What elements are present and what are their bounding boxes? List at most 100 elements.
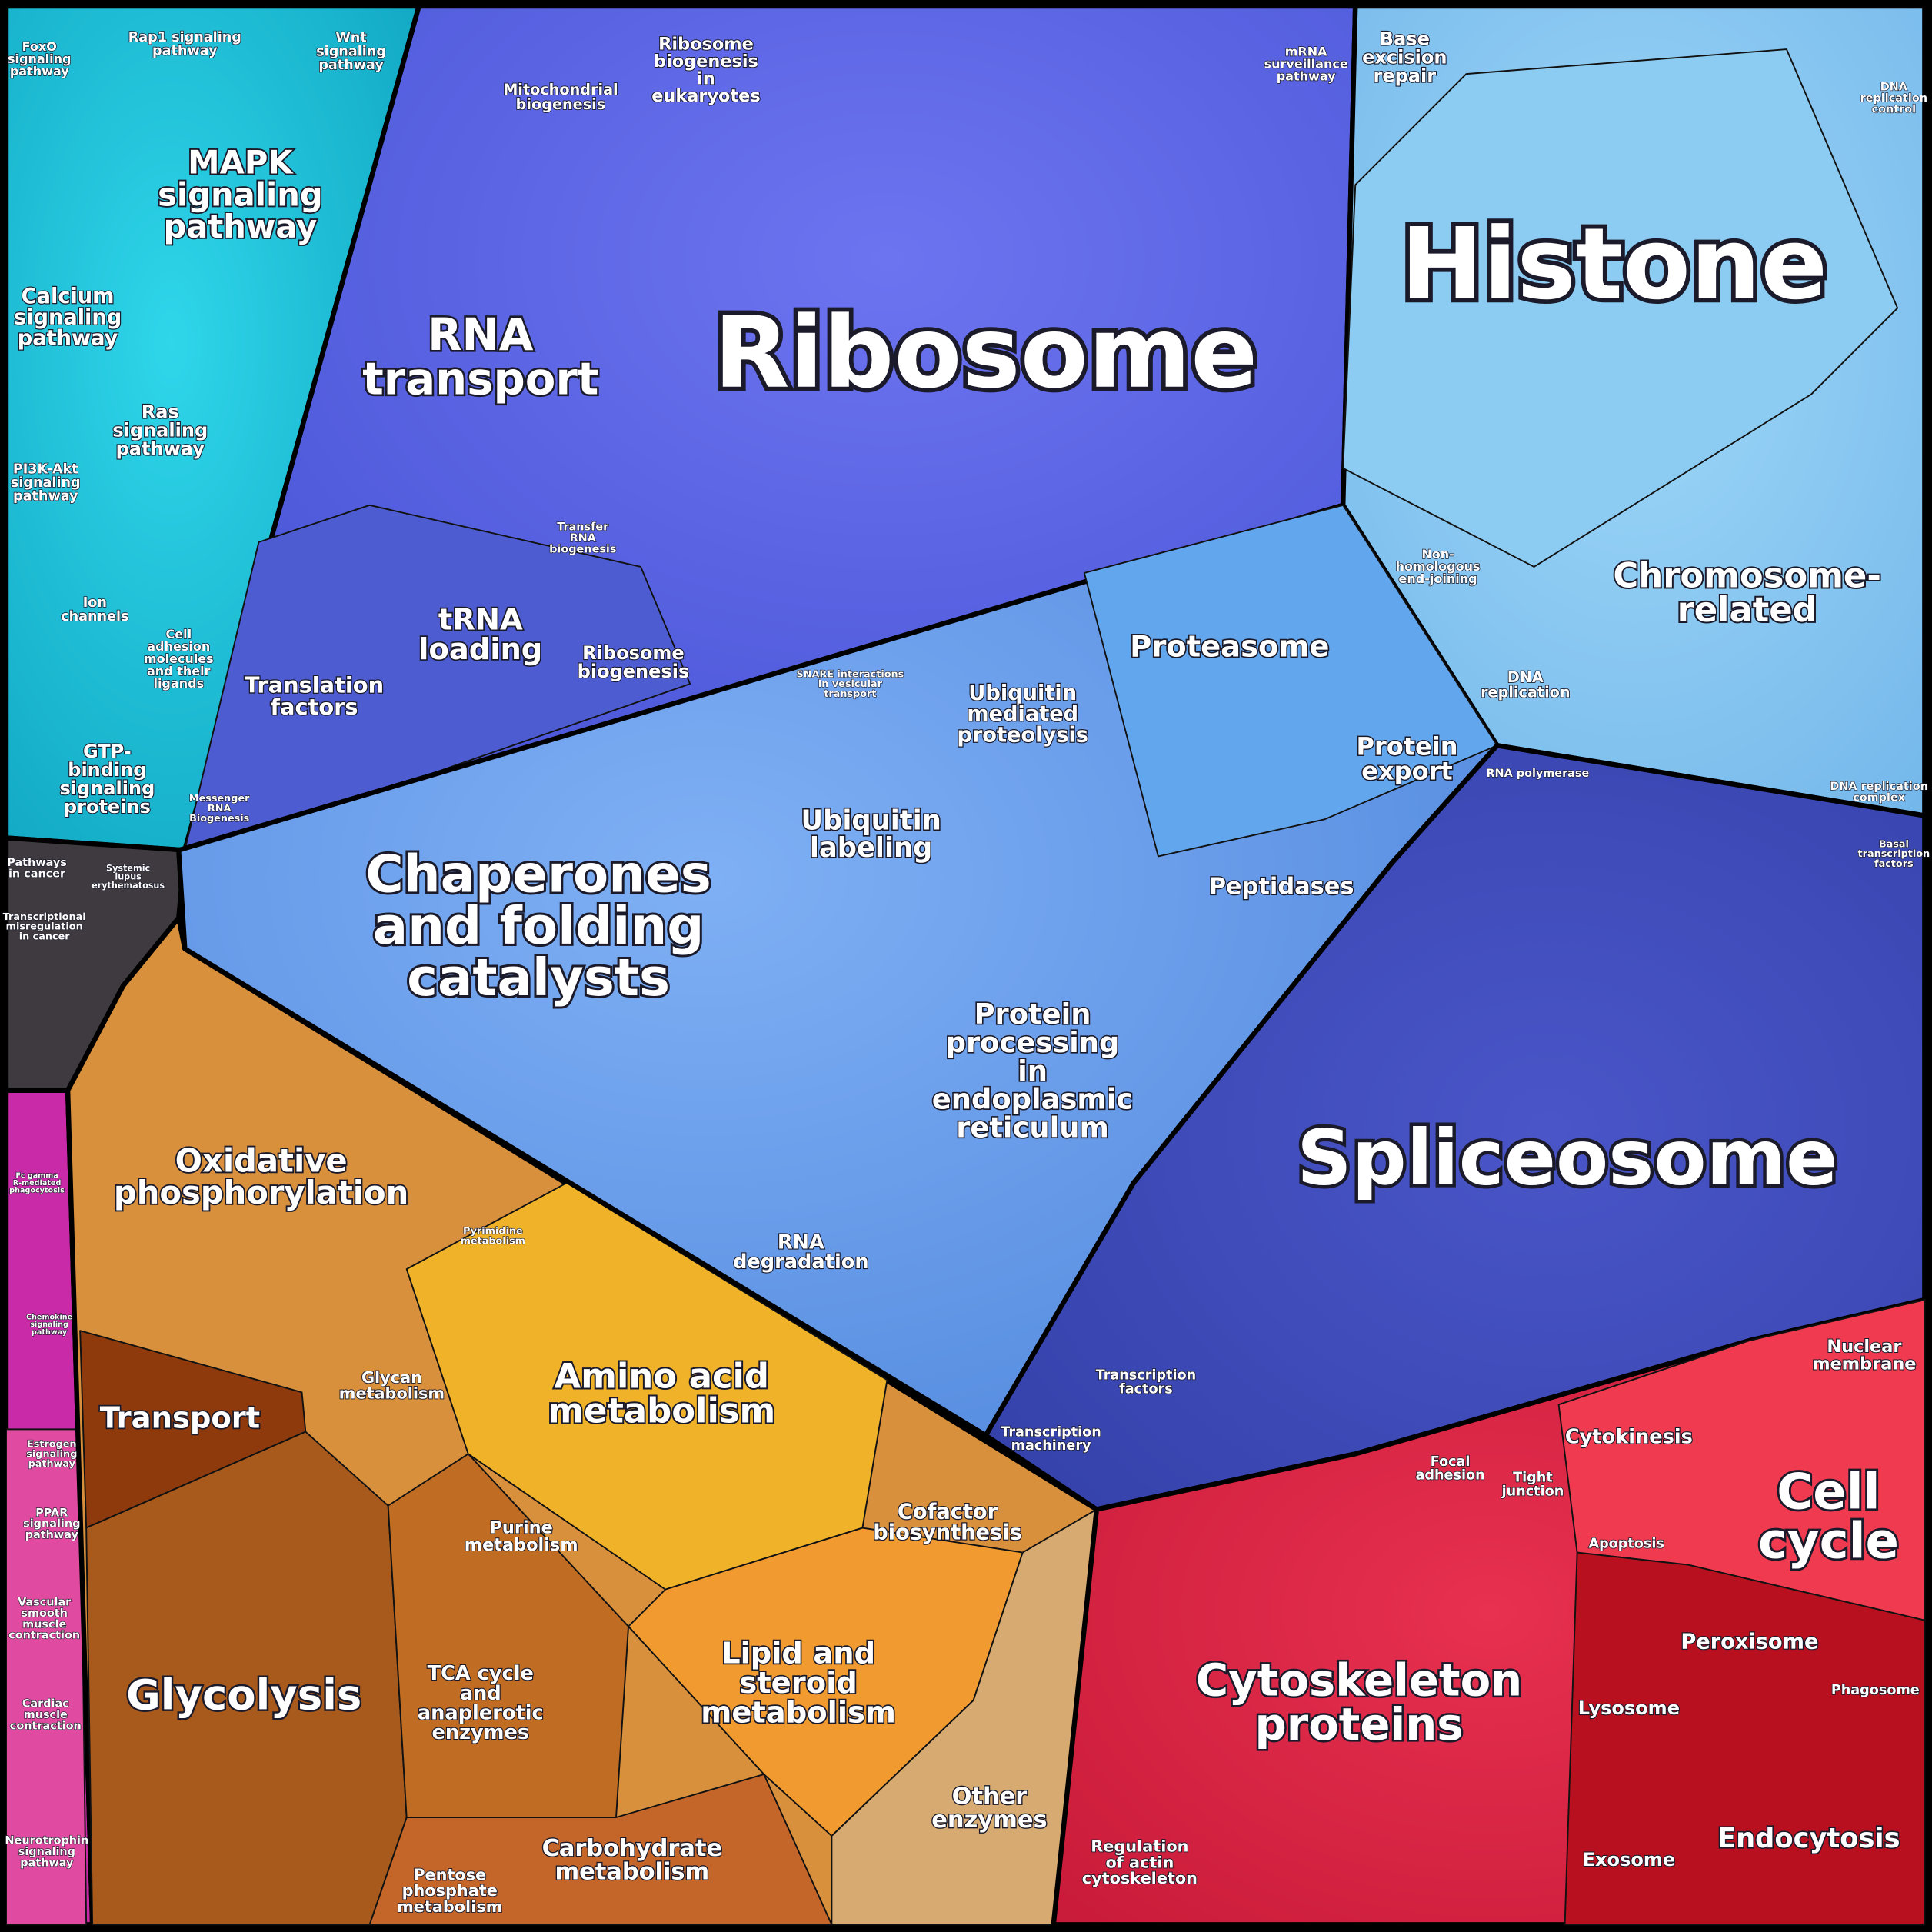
region-label: Cell cycle: [1758, 1464, 1899, 1570]
label-line: surveillance: [1264, 56, 1348, 71]
label-line: Pyrimidine: [463, 1225, 523, 1237]
region-label: Amino acid metabolism: [548, 1356, 775, 1431]
label-line: and folding: [373, 895, 705, 955]
region-label: Cytoskeleton proteins: [1196, 1654, 1522, 1750]
region-label: Basal transcription factors: [1858, 838, 1930, 870]
label-line: Basal: [1879, 838, 1909, 850]
label-line: metabolism: [548, 1391, 775, 1431]
label-line: control: [1872, 104, 1917, 116]
label-line: adhesion: [1416, 1467, 1485, 1483]
label-line: Lysosome: [1578, 1697, 1680, 1719]
label-line: Transcription: [1096, 1368, 1197, 1384]
label-line: lupus: [115, 872, 142, 882]
label-line: Peptidases: [1209, 873, 1354, 900]
label-line: Cell: [1777, 1464, 1880, 1521]
region-label: Exosome: [1583, 1849, 1676, 1870]
region-label: FoxO signaling pathway: [8, 38, 72, 78]
region-label: Peptidases: [1209, 873, 1354, 900]
region-label: RNA polymerase: [1486, 768, 1589, 780]
histone-core: [1342, 48, 1899, 568]
region-label: Glycan metabolism: [339, 1368, 445, 1403]
region-label: SNARE interactions in vesicular transport: [797, 668, 904, 700]
label-line: Cardiac: [22, 1698, 69, 1710]
region-label: DNA replication: [1481, 668, 1570, 701]
label-line: Spliceosome: [1297, 1114, 1837, 1203]
label-line: TCA cycle: [428, 1662, 534, 1685]
label-line: Proteasome: [1130, 629, 1329, 664]
label-line: phagocytosis: [9, 1187, 65, 1195]
label-line: Ubiquitin: [968, 681, 1077, 705]
region-label: Chaperones and folding catalysts: [365, 844, 711, 1008]
label-line: Protein: [1356, 731, 1457, 761]
label-line: signaling: [23, 1518, 80, 1531]
region-label: DNA replication complex: [1830, 781, 1927, 804]
label-line: Nuclear: [1827, 1337, 1901, 1357]
label-line: Vascular: [18, 1596, 72, 1608]
label-line: enzymes: [931, 1807, 1047, 1834]
label-line: cycle: [1758, 1513, 1899, 1570]
label-line: Chemokine: [26, 1314, 73, 1322]
region-label: Protein processing in endoplasmic reticulum: [932, 998, 1133, 1144]
label-line: end-joining: [1399, 571, 1477, 585]
label-line: Systemic: [106, 863, 150, 873]
label-line: Cell: [165, 627, 192, 641]
label-line: metabolism: [461, 1235, 525, 1247]
label-line: pathway: [318, 58, 384, 73]
label-line: membrane: [1812, 1354, 1916, 1374]
label-line: PPAR: [35, 1507, 68, 1519]
label-line: metabolism: [339, 1384, 445, 1403]
label-line: degradation: [733, 1251, 869, 1274]
region-label: Peroxisome: [1681, 1630, 1818, 1654]
label-line: factors: [270, 694, 358, 720]
label-line: MAPK: [188, 144, 294, 182]
region-label: RNA degradation: [733, 1231, 869, 1274]
label-line: Purine: [490, 1517, 553, 1537]
label-line: Ras: [142, 401, 179, 423]
region-label: Calcium signaling pathway: [14, 285, 122, 350]
region-label: Ribosome biogenesis: [578, 642, 690, 682]
label-line: cytoskeleton: [1082, 1869, 1198, 1887]
label-line: eukaryotes: [651, 85, 760, 105]
label-line: biogenesis: [654, 52, 758, 72]
region-label: Cytokinesis: [1565, 1426, 1693, 1449]
label-line: Rap1 signaling: [128, 30, 242, 45]
region-label: Carbohydrate metabolism: [542, 1834, 723, 1884]
region-label: Oxidative phosphorylation: [114, 1141, 408, 1211]
region-label: Rap1 signaling pathway: [128, 30, 242, 59]
label-line: RNA: [428, 308, 534, 361]
label-line: in cancer: [19, 931, 71, 942]
label-line: Cytokinesis: [1565, 1426, 1693, 1449]
region-label: Histone: [1401, 208, 1827, 322]
label-line: Peroxisome: [1681, 1630, 1818, 1654]
region-label: Messenger RNA Biogenesis: [189, 793, 250, 824]
label-line: processing: [946, 1025, 1120, 1058]
organelle-region: [1564, 1551, 1926, 1926]
region-label: Lipid and steroid metabolism: [701, 1636, 896, 1730]
label-line: metabolism: [465, 1534, 578, 1554]
region-label: Vascular smooth muscle contraction: [8, 1596, 80, 1641]
label-line: Histone: [1401, 208, 1827, 322]
label-line: metabolism: [701, 1695, 896, 1730]
label-line: pathway: [18, 326, 118, 350]
label-line: Chromosome-: [1613, 555, 1881, 595]
label-line: Pathways: [7, 857, 67, 869]
label-line: Other: [952, 1783, 1028, 1810]
region-label: Chemokine signaling pathway: [26, 1314, 73, 1337]
region-label: Phagosome: [1831, 1683, 1920, 1698]
label-line: signaling: [14, 305, 122, 329]
label-line: muscle: [24, 1709, 68, 1721]
label-line: in cancer: [8, 868, 66, 881]
region-label: Transport: [100, 1401, 260, 1435]
region-label: Apoptosis: [1588, 1536, 1664, 1551]
label-line: RNA: [778, 1231, 824, 1254]
label-line: and their: [147, 664, 211, 678]
label-line: signaling: [26, 1448, 77, 1460]
region-label: Neurotrophin signaling pathway: [5, 1834, 89, 1869]
label-line: pathway: [28, 1458, 76, 1470]
region-label: MAPK signaling pathway: [158, 144, 323, 245]
label-line: mediated: [967, 702, 1078, 726]
label-line: pathway: [13, 489, 78, 505]
label-line: of actin: [1105, 1853, 1174, 1871]
label-line: homologous: [1396, 558, 1481, 573]
label-line: Base: [1380, 28, 1430, 49]
